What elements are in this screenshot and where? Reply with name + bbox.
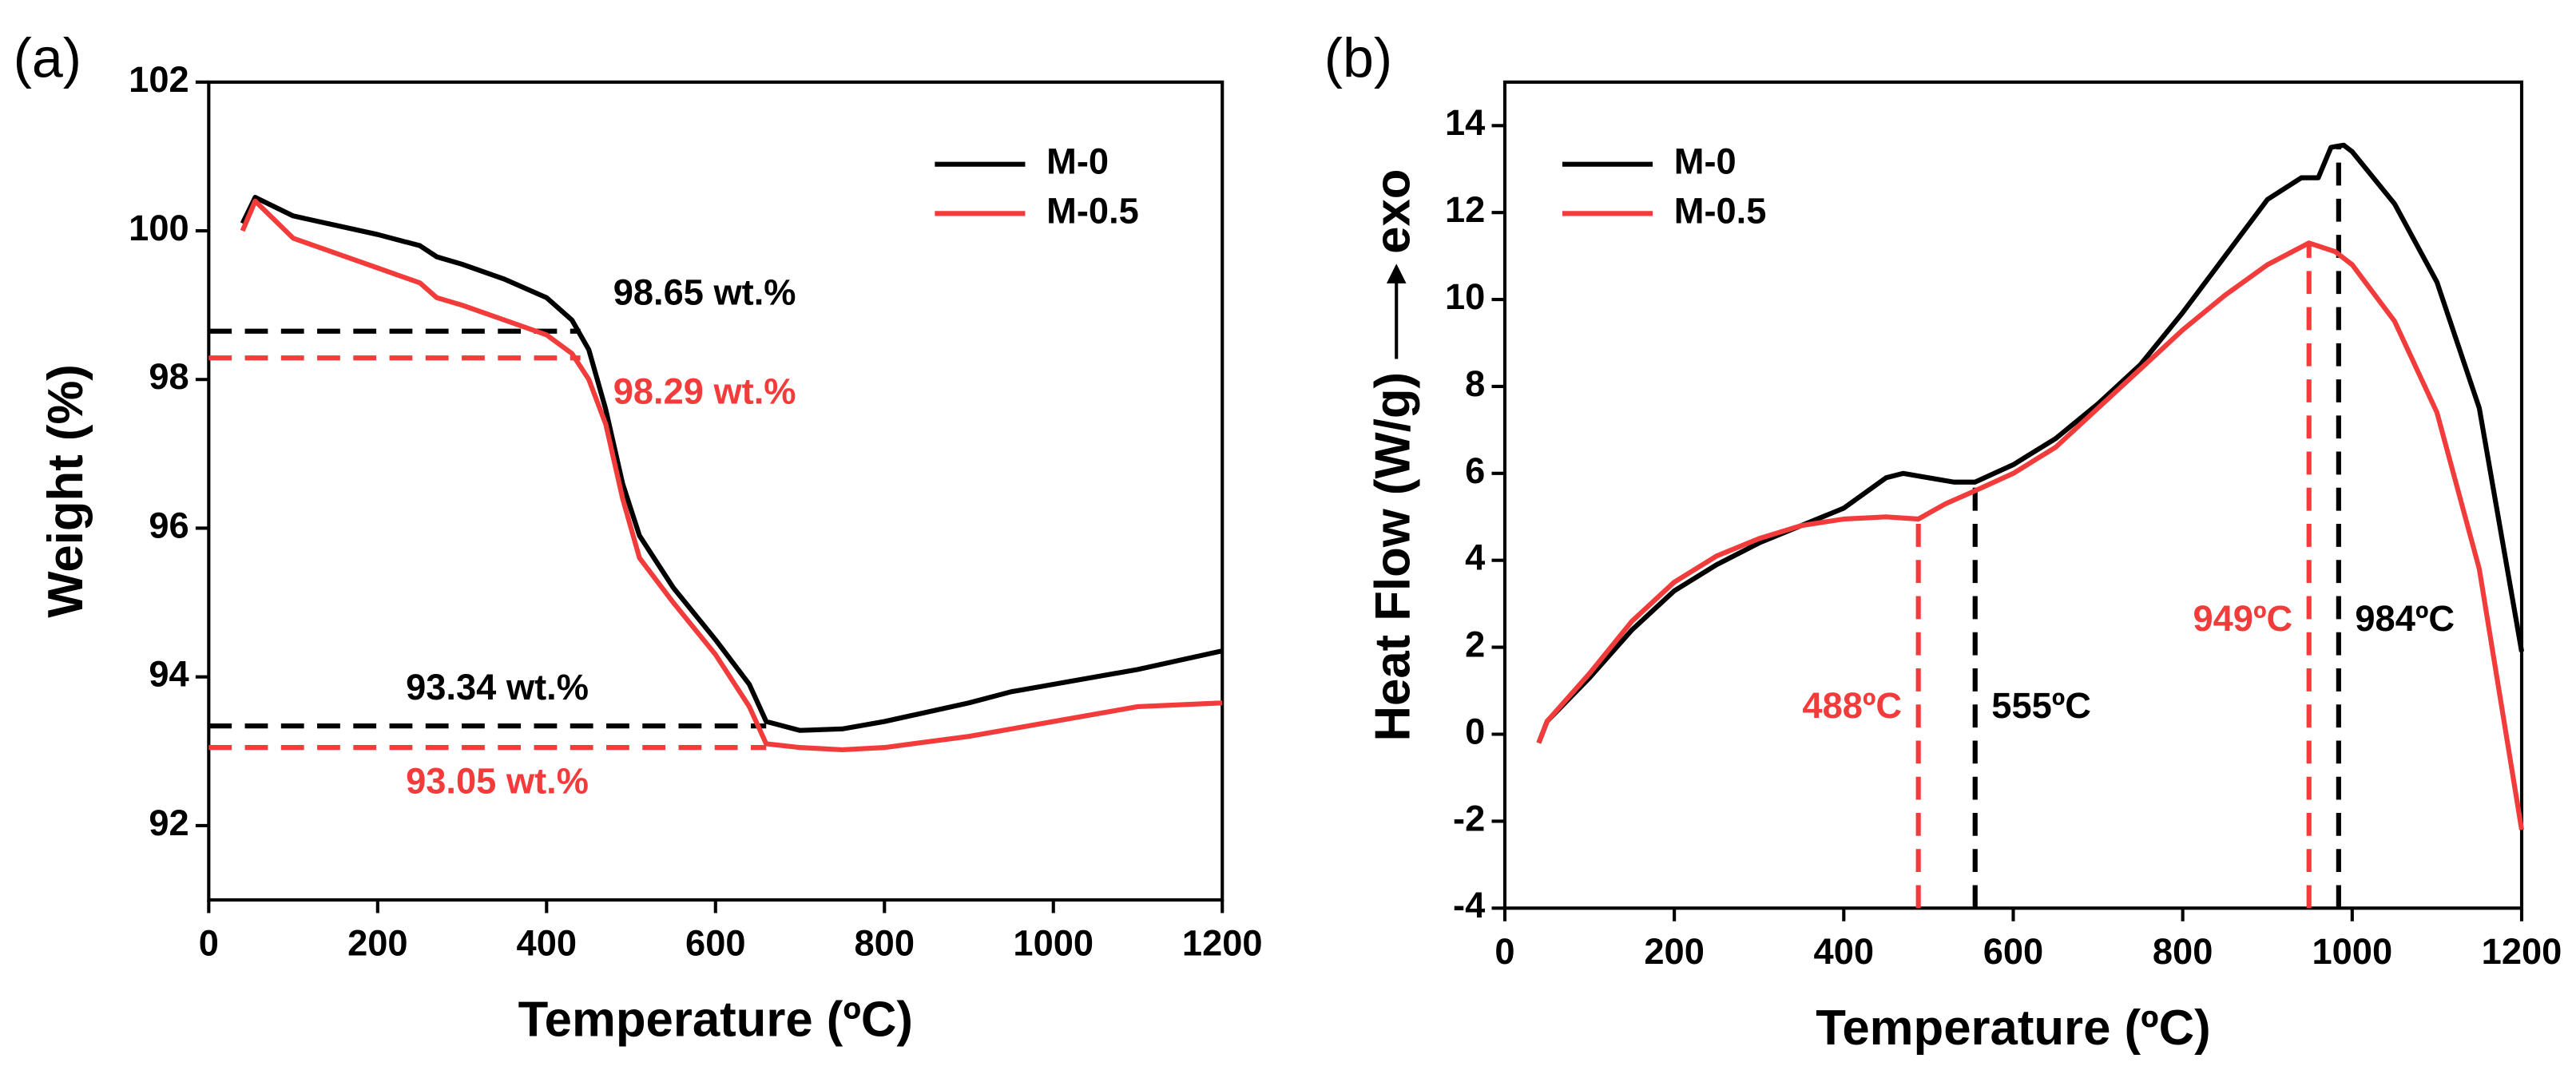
exo-arrowhead <box>1386 264 1407 283</box>
data-line <box>240 198 1223 753</box>
x-tick-label: 200 <box>1644 931 1704 972</box>
x-tick-label: 600 <box>1983 931 2043 972</box>
x-tick-label: 0 <box>1494 931 1514 972</box>
y-tick-label: 96 <box>149 505 189 545</box>
x-tick-label: 800 <box>855 923 915 964</box>
data-line <box>1536 142 2525 744</box>
y-tick-label: -4 <box>1453 885 1485 925</box>
data-line <box>240 195 1223 733</box>
x-tick-label: 0 <box>199 923 219 964</box>
reference-label: 98.29 wt.% <box>613 371 796 411</box>
x-tick-label: 1200 <box>1182 923 1263 964</box>
y-tick-label: 92 <box>149 803 189 843</box>
y-tick-label: 94 <box>149 654 189 695</box>
y-tick-label: 4 <box>1465 537 1485 578</box>
y-tick-label: 12 <box>1445 189 1485 230</box>
x-axis-label: Temperature (ºC) <box>518 993 913 1048</box>
panel-label: (a) <box>14 27 81 89</box>
y-tick-label: 0 <box>1465 711 1485 751</box>
x-tick-label: 800 <box>2153 931 2213 972</box>
x-tick-label: 400 <box>517 923 577 964</box>
y-tick-label: 98 <box>149 356 189 397</box>
x-tick-label: 1000 <box>2312 931 2392 972</box>
reference-label: 949ºC <box>2193 598 2292 639</box>
y-tick-label: 14 <box>1445 102 1485 143</box>
panel: (b) 0 200 400 600 800 1000 1200 -4 -2 0 2 4 6 8 10 12 14 T… <box>1324 27 2562 1056</box>
x-tick-label: 1000 <box>1013 923 1094 964</box>
y-tick-label: -2 <box>1453 798 1485 838</box>
y-tick-label: 100 <box>129 208 189 248</box>
y-axis-label-group: Heat Flow (W/g) exo <box>1366 169 1421 742</box>
y-axis-label: Heat Flow (W/g) <box>1366 372 1421 742</box>
legend-label: M-0 <box>1046 141 1109 182</box>
panel: (a) 0 200 400 600 800 1000 1200 92 94 96 98 100 102 Te… <box>14 27 1263 1048</box>
plot-frame <box>1502 80 2524 910</box>
reference-label: 488ºC <box>1802 685 1902 726</box>
x-tick-label: 400 <box>1814 931 1874 972</box>
y-tick-label: 10 <box>1445 276 1485 317</box>
y-axis-label: Weight (%) <box>38 364 93 618</box>
reference-label: 555ºC <box>1991 685 2091 726</box>
x-axis-label: Temperature (ºC) <box>1816 1001 2210 1056</box>
exo-label: exo <box>1366 169 1421 254</box>
reference-label: 93.34 wt.% <box>406 667 589 707</box>
y-tick-label: 102 <box>129 59 189 100</box>
y-tick-label: 6 <box>1465 450 1485 491</box>
y-axis-label-group: Weight (%) <box>38 364 93 618</box>
y-tick-label: 2 <box>1465 624 1485 665</box>
x-tick-label: 1200 <box>2482 931 2562 972</box>
y-tick-label: 8 <box>1465 363 1485 404</box>
x-tick-label: 600 <box>685 923 745 964</box>
panel-label: (b) <box>1324 27 1392 89</box>
legend-label: M-0 <box>1674 141 1737 182</box>
reference-label: 98.65 wt.% <box>613 271 796 312</box>
reference-label: 93.05 wt.% <box>406 760 589 801</box>
legend-label: M-0.5 <box>1046 190 1139 231</box>
data-line <box>1536 240 2525 830</box>
reference-label: 984ºC <box>2355 598 2455 639</box>
x-tick-label: 200 <box>347 923 407 964</box>
legend-label: M-0.5 <box>1674 190 1767 231</box>
